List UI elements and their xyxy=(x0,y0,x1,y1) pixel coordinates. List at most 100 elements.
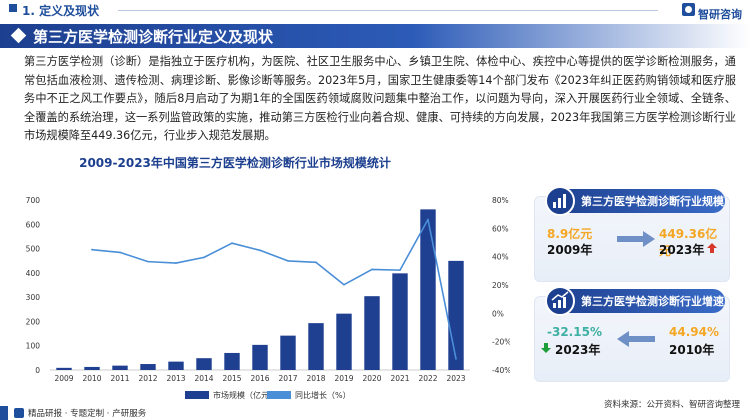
scale-to-value: 449.36亿元 xyxy=(659,227,718,258)
y-right-tick-label: -20% xyxy=(492,338,510,347)
scale-card-header: 第三方医学检测诊断行业规模 xyxy=(545,186,725,216)
x-tick-label: 2012 xyxy=(138,374,157,383)
y-left-tick-label: 200 xyxy=(26,317,41,326)
growth-card-title: 第三方医学检测诊断行业增速 xyxy=(581,295,724,308)
growth-point-2019 xyxy=(343,283,345,286)
x-tick-label: 2022 xyxy=(418,374,437,383)
page-title: 第三方医学检测诊断行业定义及现状 xyxy=(33,28,274,46)
x-tick-label: 2016 xyxy=(250,374,269,383)
y-right-tick-label: 0% xyxy=(492,309,504,318)
y-right-tick-label: 20% xyxy=(492,281,509,290)
section-square-icon xyxy=(9,4,17,12)
bar-2013 xyxy=(168,361,184,370)
footer-tagline: 精品研报 · 专题定制 · 产研服务 xyxy=(28,409,147,419)
header-rule xyxy=(118,10,658,11)
bar-2012 xyxy=(140,364,156,370)
growth-point-2011 xyxy=(119,251,121,254)
x-tick-label: 2011 xyxy=(110,374,129,383)
footer: 精品研报 · 专题定制 · 产研服务 资料来源：公开资料、智研咨询整理 xyxy=(0,400,750,420)
bar-2018 xyxy=(308,323,324,370)
source-note: 资料来源：公开资料、智研咨询整理 xyxy=(603,400,740,410)
x-tick-label: 2020 xyxy=(362,374,381,383)
bar-2011 xyxy=(112,365,128,370)
growth-from-value: -32.15% xyxy=(547,325,602,339)
brand-logo-icon xyxy=(682,3,695,16)
growth-point-2015 xyxy=(231,242,233,245)
y-right-tick-label: 40% xyxy=(492,253,509,262)
growth-point-2023 xyxy=(455,357,457,360)
y-left-tick-label: 400 xyxy=(26,269,41,278)
growth-point-2018 xyxy=(315,261,317,264)
x-tick-label: 2018 xyxy=(306,374,325,383)
legend-line-swatch xyxy=(267,391,291,399)
chart-title: 2009-2023年中国第三方医学检测诊断行业市场规模统计 xyxy=(79,156,391,170)
bar-2022 xyxy=(420,209,436,370)
bar-2017 xyxy=(280,335,296,370)
footer-accent-bar xyxy=(0,406,8,420)
x-tick-label: 2019 xyxy=(334,374,353,383)
x-tick-label: 2015 xyxy=(222,374,241,383)
x-tick-label: 2014 xyxy=(194,374,213,383)
growth-card-header: 第三方医学检测诊断行业增速 xyxy=(545,286,725,316)
scale-from-year: 2009年 xyxy=(547,243,593,257)
arrow-left-icon xyxy=(617,331,655,347)
y-left-tick-label: 700 xyxy=(26,196,41,205)
bar-2014 xyxy=(196,358,212,370)
down-arrow-icon xyxy=(541,343,551,353)
x-tick-label: 2010 xyxy=(82,374,101,383)
scale-card: 第三方医学检测诊断行业规模 8.9亿元 2009年 449.36亿元 2023年 xyxy=(534,186,730,282)
y-left-tick-label: 100 xyxy=(26,342,41,351)
up-arrow-icon xyxy=(707,243,717,253)
growth-to-year: 2010年 xyxy=(669,343,715,357)
x-tick-label: 2017 xyxy=(278,374,297,383)
intro-paragraph: 第三方医学检测（诊断）是指独立于医疗机构，为医院、社区卫生服务中心、乡镇卫生院、… xyxy=(24,55,736,143)
growth-line xyxy=(91,218,457,360)
growth-card: 第三方医学检测诊断行业增速 -32.15% 2023年 44.94% 2010年 xyxy=(534,286,730,382)
y-left-tick-label: 0 xyxy=(35,366,40,375)
growth-point-2013 xyxy=(175,262,177,264)
brand-name: 智研咨询 xyxy=(698,8,742,21)
top-bar: 1. 定义及现状 智研咨询 xyxy=(0,0,750,21)
growth-from-year: 2023年 xyxy=(555,343,601,357)
legend-line-label: 同比增长（%） xyxy=(295,391,351,400)
bar-chart-icon xyxy=(545,186,575,216)
bar-2009 xyxy=(56,367,72,370)
x-tick-label: 2013 xyxy=(166,374,185,383)
x-tick-label: 2023 xyxy=(446,374,465,383)
growth-point-2012 xyxy=(147,260,149,263)
growth-point-2020 xyxy=(371,268,373,271)
x-tick-label: 2021 xyxy=(390,374,409,383)
growth-point-2016 xyxy=(259,249,261,252)
scale-from-value: 8.9亿元 xyxy=(547,227,593,241)
section-title: 1. 定义及现状 xyxy=(22,4,100,18)
y-right-tick-label: 80% xyxy=(492,196,509,205)
bar-2023 xyxy=(448,260,464,370)
bar-2016 xyxy=(252,344,268,370)
y-right-tick-label: 60% xyxy=(492,224,509,233)
y-left-tick-label: 500 xyxy=(26,245,41,254)
market-size-chart: 0 100 200 300 400 500 600 700 -40% -20% 0% 20% 40% 60… xyxy=(26,196,510,383)
bar-2019 xyxy=(336,313,352,370)
growth-point-2014 xyxy=(203,256,205,259)
y-left-tick-label: 600 xyxy=(26,220,41,229)
arrow-right-icon xyxy=(617,231,655,247)
scale-card-title: 第三方医学检测诊断行业规模 xyxy=(581,195,724,208)
growth-point-2017 xyxy=(287,260,289,262)
x-tick-label: 2009 xyxy=(54,374,73,383)
bar-2020 xyxy=(364,296,380,370)
y-left-tick-label: 300 xyxy=(26,293,41,302)
legend-bar-label: 市场规模（亿元） xyxy=(213,391,277,400)
growth-to-value: 44.94% xyxy=(669,325,719,339)
bar-2010 xyxy=(84,366,100,370)
growth-chart-icon xyxy=(545,286,575,316)
footer-logo-icon xyxy=(14,408,24,418)
legend-bar-swatch xyxy=(185,391,209,399)
bar-2015 xyxy=(224,352,240,370)
brand: 智研咨询 xyxy=(682,3,742,21)
scale-to-year: 2023年 xyxy=(659,243,705,257)
bar-2021 xyxy=(392,273,408,370)
y-right-tick-label: -40% xyxy=(492,366,510,375)
growth-point-2010 xyxy=(91,248,93,251)
growth-point-2021 xyxy=(399,269,401,272)
growth-point-2022 xyxy=(427,218,429,221)
